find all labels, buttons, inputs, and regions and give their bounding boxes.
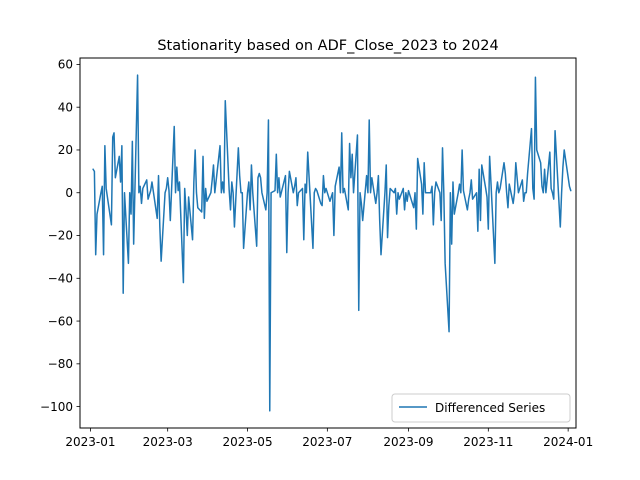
y-tick-label: −60 xyxy=(48,314,73,328)
axes-frame xyxy=(79,57,577,429)
plot-area xyxy=(92,74,572,412)
y-tick-label: 20 xyxy=(58,143,73,157)
y-tick-label: 40 xyxy=(58,100,73,114)
series-line-differenced-series xyxy=(92,74,572,412)
x-tick-label: 2023-07 xyxy=(302,435,352,449)
legend-box xyxy=(391,393,571,423)
x-tick-label: 2023-09 xyxy=(383,435,433,449)
y-tick-label: −40 xyxy=(48,271,73,285)
x-tick-label: 2023-03 xyxy=(143,435,193,449)
x-tick-label: 2023-05 xyxy=(222,435,272,449)
y-tick-label: 0 xyxy=(65,186,73,200)
x-tick-label: 2023-01 xyxy=(65,435,115,449)
y-tick-label: −100 xyxy=(40,400,73,414)
x-tick-label: 2024-01 xyxy=(543,435,593,449)
x-tick-label: 2023-11 xyxy=(463,435,513,449)
legend-label-differenced-series: Differenced Series xyxy=(435,401,545,415)
chart-title: Stationarity based on ADF_Close_2023 to … xyxy=(157,38,498,54)
axes: 60 40 20 0 −20 −40 −60 −80 −100 2023-01 2023-03 202… xyxy=(40,58,593,449)
y-tick-label: −80 xyxy=(48,357,73,371)
y-tick-label: 60 xyxy=(58,58,73,72)
legend: Differenced Series xyxy=(391,393,571,423)
y-tick-label: −20 xyxy=(48,229,73,243)
